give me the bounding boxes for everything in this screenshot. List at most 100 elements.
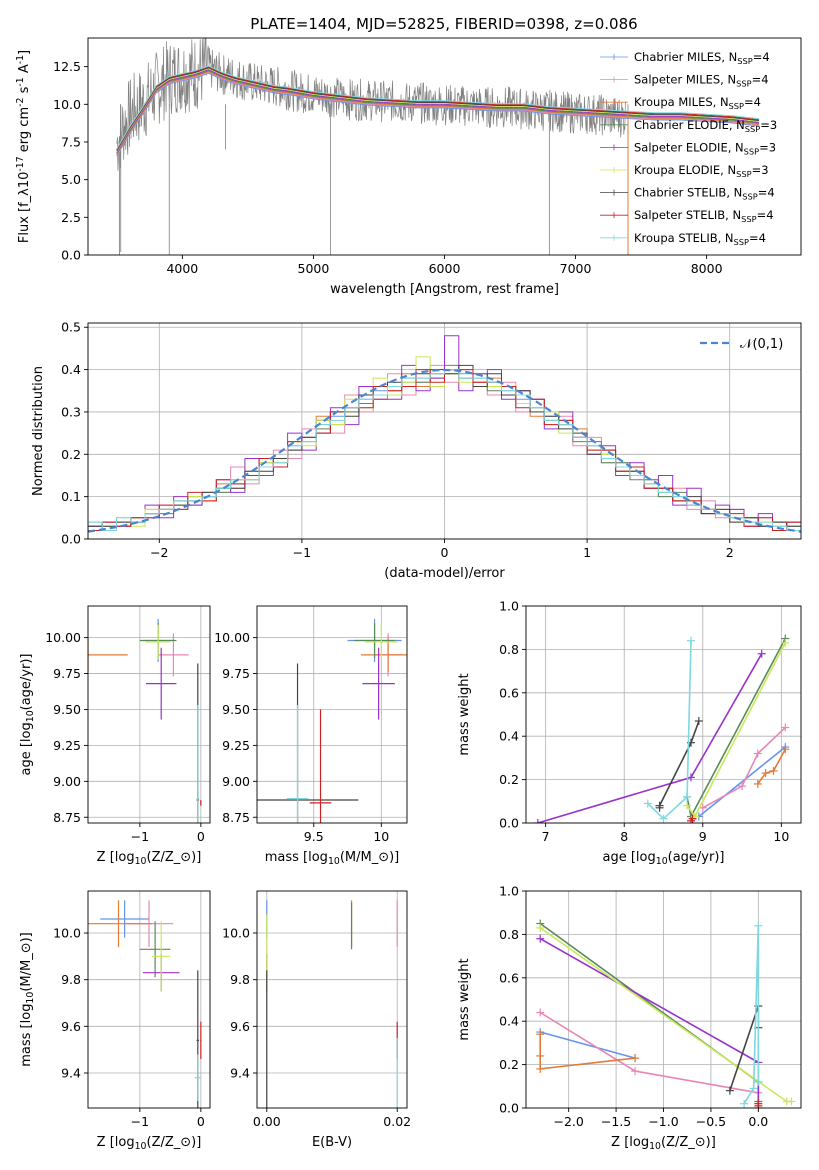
model-spectrum-line bbox=[116, 69, 760, 153]
label-part: =4 bbox=[753, 50, 770, 64]
label-part: =4 bbox=[744, 95, 761, 109]
plot-area bbox=[536, 919, 796, 1108]
x-tick-label: 7 bbox=[542, 829, 550, 844]
x-tick-label: 10 bbox=[773, 829, 789, 844]
x-tick-label: 0.02 bbox=[383, 1114, 411, 1129]
axes-frame bbox=[525, 605, 802, 824]
label-part: Salpeter MILES, N bbox=[634, 73, 736, 87]
y-tick-label: 9.4 bbox=[230, 1066, 250, 1081]
legend-label: Salpeter MILES, NSSP=4 bbox=[634, 73, 769, 89]
model-spectrum-line bbox=[116, 72, 760, 157]
label-part: mass [log bbox=[265, 850, 328, 865]
y-tick-label: 0.0 bbox=[499, 816, 519, 831]
weight-line bbox=[537, 653, 763, 823]
y-axis-label: mass weight bbox=[457, 958, 472, 1040]
x-axis-label: Z [log10(Z/Z_⊙)] bbox=[611, 1135, 716, 1152]
y-tick-label: 0.6 bbox=[499, 685, 519, 700]
y-axis-label: mass [log10(M/M_⊙)] bbox=[19, 932, 36, 1067]
x-axis-label: wavelength [Angstrom, rest frame] bbox=[330, 282, 559, 297]
label-part: 10 bbox=[135, 856, 147, 867]
label-part: erg cm bbox=[17, 107, 32, 156]
y-tick-label: 10.00 bbox=[214, 630, 250, 645]
y-tick-label: 0.2 bbox=[499, 1057, 519, 1072]
label-part: Flux [f_λ10 bbox=[17, 172, 32, 244]
x-tick-label: −1.5 bbox=[601, 1114, 631, 1129]
y-tick-label: 8.75 bbox=[53, 810, 81, 825]
y-tick-label: 9.8 bbox=[230, 972, 250, 987]
label-part: age [log bbox=[19, 722, 34, 775]
label-part: Chabrier ELODIE, N bbox=[634, 118, 745, 132]
label-part: SSP bbox=[734, 237, 749, 247]
weight-line bbox=[539, 938, 760, 1108]
plot-area bbox=[533, 634, 790, 823]
y-tick-label: 10.0 bbox=[53, 97, 81, 112]
y-tick-label: 9.00 bbox=[53, 774, 81, 789]
model-spectrum-line bbox=[116, 65, 760, 150]
legend-label: Chabrier ELODIE, NSSP=3 bbox=[634, 118, 777, 134]
label-part: =4 bbox=[758, 186, 775, 200]
residual-histogram bbox=[88, 369, 801, 539]
label-part: Z [log bbox=[97, 850, 135, 865]
mass-vs-extinction-panel: 0.00 0.02 9.4 9.6 9.8 10.0 E(B-V) bbox=[222, 890, 411, 1150]
normal-legend-label: 𝒩(0,1) bbox=[740, 337, 783, 352]
x-tick-label: 0 bbox=[197, 1114, 205, 1129]
label-part: (Z/Z_⊙)] bbox=[661, 1135, 716, 1150]
model-spectrum-line bbox=[116, 71, 760, 156]
x-tick-label: 7000 bbox=[560, 261, 592, 276]
weight-line bbox=[658, 720, 700, 808]
model-spectrum-line bbox=[116, 68, 760, 152]
label-part: Z [log bbox=[97, 1135, 135, 1150]
weight-line bbox=[757, 748, 787, 785]
y-tick-label: 1.0 bbox=[499, 599, 519, 614]
y-tick-label: 0.1 bbox=[61, 489, 81, 504]
label-part: (M/M_⊙)] bbox=[340, 850, 399, 865]
spectrum-panel: 4000 5000 6000 7000 8000 0.0 2.5 5.0 7.5 10.0 12.5… bbox=[15, 37, 802, 297]
label-part: -2 bbox=[15, 97, 26, 106]
x-axis-label: (data-model)/error bbox=[384, 566, 505, 581]
label-part: E(B-V) bbox=[312, 1135, 352, 1150]
y-axis-label: mass weight bbox=[457, 673, 472, 755]
x-tick-label: 6000 bbox=[429, 261, 461, 276]
y-tick-label: 9.6 bbox=[230, 1019, 250, 1034]
x-axis-label: age [log10(age/yr)] bbox=[603, 850, 725, 867]
axes-frame bbox=[87, 605, 211, 824]
label-part: SSP bbox=[736, 169, 751, 179]
y-tick-label: 10.0 bbox=[53, 926, 81, 941]
label-part: Chabrier STELIB, N bbox=[634, 186, 742, 200]
label-part: SSP bbox=[729, 101, 744, 111]
observed-spectrum-line bbox=[116, 38, 626, 171]
y-tick-label: 0.4 bbox=[499, 1014, 519, 1029]
label-part: 10 bbox=[656, 856, 668, 867]
label-part: SSP bbox=[741, 214, 756, 224]
y-axis-label: age [log10(age/yr)] bbox=[19, 654, 36, 776]
y-tick-label: 9.25 bbox=[53, 738, 81, 753]
axes-frame bbox=[87, 890, 211, 1109]
y-tick-label: 0.3 bbox=[61, 404, 81, 419]
model-spectrum-line bbox=[116, 67, 760, 151]
label-part: mass weight bbox=[457, 673, 472, 755]
label-part: (age/yr)] bbox=[668, 850, 725, 865]
label-part: (Z/Z_⊙)] bbox=[147, 850, 202, 865]
y-tick-label: 9.4 bbox=[61, 1066, 81, 1081]
label-part: (age/yr)] bbox=[19, 654, 34, 711]
legend-label: Kroupa MILES, NSSP=4 bbox=[634, 95, 761, 111]
label-part: SSP bbox=[736, 79, 751, 89]
label-part: (M/M_⊙)] bbox=[19, 932, 34, 991]
x-tick-label: 5000 bbox=[298, 261, 330, 276]
label-part: (Z/Z_⊙)] bbox=[147, 1135, 202, 1150]
x-tick-label: 0.0 bbox=[748, 1114, 768, 1129]
label-part: 10 bbox=[25, 992, 36, 1004]
x-tick-label: −1 bbox=[293, 545, 311, 560]
x-tick-label: 4000 bbox=[166, 261, 198, 276]
y-axis-label: Flux [f_λ10-17 erg cm-2 s-1 A-1] bbox=[15, 50, 32, 243]
label-part: Salpeter STELIB, N bbox=[634, 208, 741, 222]
y-tick-label: 0.4 bbox=[499, 729, 519, 744]
x-tick-label: 9 bbox=[699, 829, 707, 844]
legend-label: Chabrier MILES, NSSP=4 bbox=[634, 50, 770, 66]
plot-area bbox=[116, 38, 760, 255]
y-tick-label: 10.00 bbox=[45, 630, 81, 645]
y-tick-label: 2.5 bbox=[61, 210, 81, 225]
